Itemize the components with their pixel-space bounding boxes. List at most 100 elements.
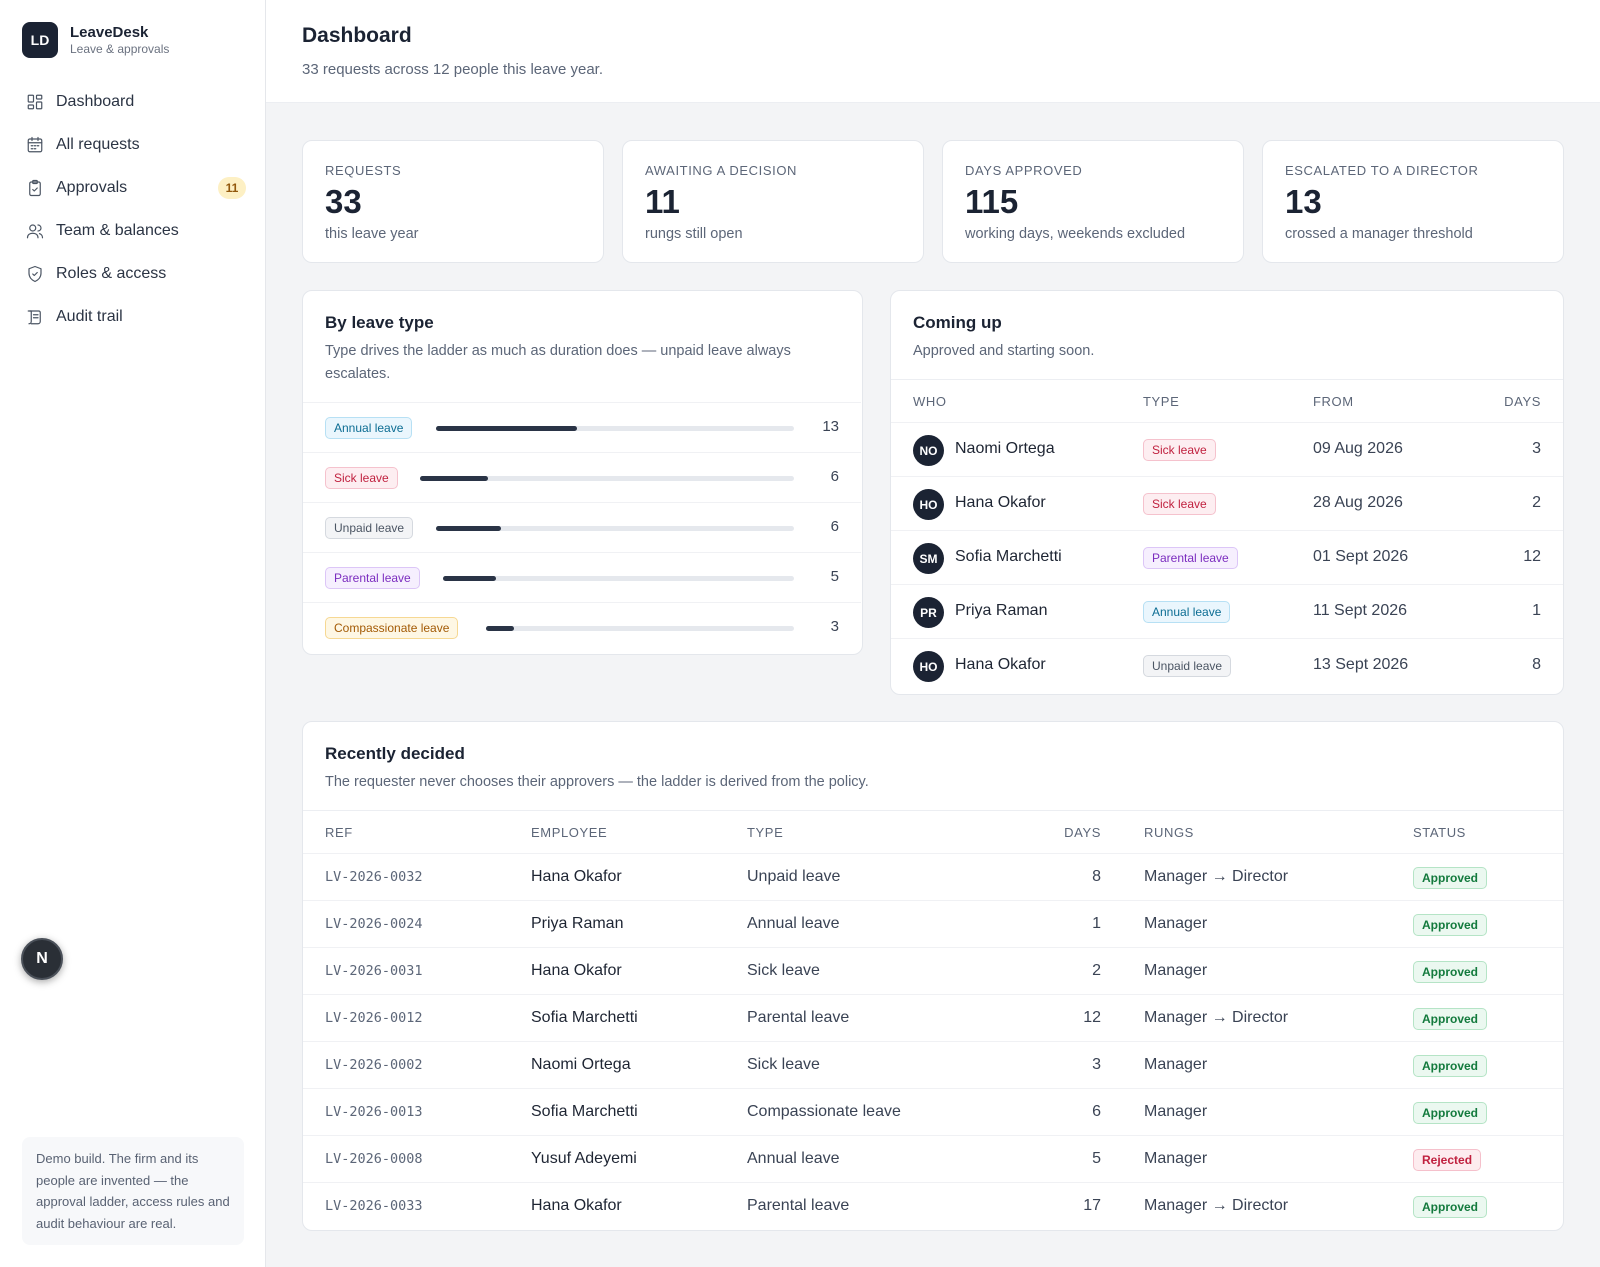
leave-type: Unpaid leave [747, 868, 841, 885]
sidebar-item-dashboard[interactable]: Dashboard [14, 80, 252, 123]
table-row[interactable]: LV-2026-0024 Priya Raman Annual leave 1 … [303, 900, 1563, 947]
stat-card-awaiting: Awaiting a decision 11 rungs still open [622, 140, 924, 263]
column-header-rungs[interactable]: Rungs [1144, 825, 1194, 840]
sidebar-item-label: All requests [56, 135, 140, 153]
card-title: Coming up [913, 313, 1002, 332]
approval-rungs: Manager [1144, 1103, 1208, 1120]
request-ref[interactable]: LV-2026-0013 [325, 1104, 423, 1120]
avatar: HO [913, 651, 944, 682]
table-row[interactable]: HO Hana Okafor Sick leave 28 Aug 2026 2 [891, 476, 1563, 530]
table-row[interactable]: LV-2026-0032 Hana Okafor Unpaid leave 8 … [303, 853, 1563, 900]
leave-type: Sick leave [747, 1056, 820, 1073]
column-header-type[interactable]: Type [1143, 394, 1180, 409]
leave-type-bar-track [443, 576, 794, 581]
request-ref[interactable]: LV-2026-0008 [325, 1151, 423, 1167]
calendar-icon [27, 136, 43, 152]
start-date: 28 Aug 2026 [1313, 494, 1403, 511]
employee-name: Yusuf Adeyemi [531, 1150, 637, 1167]
stat-caption: working days, weekends excluded [965, 226, 1186, 242]
avatar: PR [913, 597, 944, 628]
column-header-employee[interactable]: Employee [531, 825, 608, 840]
column-header-from[interactable]: From [1313, 394, 1354, 409]
floating-action-button[interactable]: N [21, 938, 63, 980]
stat-value: 115 [965, 183, 1019, 220]
brand-subtitle: Leave & approvals [70, 41, 170, 56]
page-subtitle: 33 requests across 12 people this leave … [302, 61, 604, 78]
day-count: 5 [1092, 1150, 1101, 1167]
table-row[interactable]: HO Hana Okafor Unpaid leave 13 Sept 2026… [891, 638, 1563, 692]
table-row[interactable]: SM Sofia Marchetti Parental leave 01 Sep… [891, 530, 1563, 584]
column-header-type[interactable]: Type [747, 825, 784, 840]
request-ref[interactable]: LV-2026-0033 [325, 1198, 423, 1214]
leave-type-bar-track [420, 476, 794, 481]
leave-type-bar-track [436, 426, 794, 431]
leave-type-count: 6 [830, 468, 839, 485]
coming-up-card: Coming up Approved and starting soon. Wh… [890, 290, 1564, 695]
approval-rungs: Manager [1144, 1056, 1208, 1073]
recently-decided-card: Recently decided The requester never cho… [302, 721, 1564, 1231]
stat-value: 11 [645, 183, 680, 220]
request-ref[interactable]: LV-2026-0012 [325, 1010, 423, 1026]
leave-type-row: Sick leave 6 [303, 452, 861, 502]
employee-name: Hana Okafor [531, 1197, 622, 1214]
day-count: 1 [1532, 602, 1541, 619]
table-row[interactable]: LV-2026-0033 Hana Okafor Parental leave … [303, 1182, 1563, 1229]
page-header: Dashboard 33 requests across 12 people t… [266, 0, 1600, 103]
column-header-days[interactable]: Days [1064, 825, 1101, 840]
column-header-who[interactable]: Who [913, 394, 947, 409]
status-badge: Rejected [1413, 1149, 1482, 1171]
day-count: 12 [1523, 548, 1541, 565]
table-row[interactable]: LV-2026-0012 Sofia Marchetti Parental le… [303, 994, 1563, 1041]
status-badge: Approved [1413, 914, 1488, 936]
table-row[interactable]: LV-2026-0002 Naomi Ortega Sick leave 3 M… [303, 1041, 1563, 1088]
employee-name: Hana Okafor [955, 656, 1046, 673]
request-ref[interactable]: LV-2026-0002 [325, 1057, 423, 1073]
sidebar-item-approvals[interactable]: Approvals 11 [14, 166, 252, 209]
avatar: NO [913, 435, 944, 466]
start-date: 11 Sept 2026 [1313, 602, 1408, 619]
leave-type-row: Parental leave 5 [303, 552, 861, 602]
status-badge: Approved [1413, 961, 1488, 983]
day-count: 1 [1092, 915, 1101, 932]
request-ref[interactable]: LV-2026-0032 [325, 869, 423, 885]
card-subtitle: Type drives the ladder as much as durati… [325, 343, 791, 382]
table-row[interactable]: LV-2026-0013 Sofia Marchetti Compassiona… [303, 1088, 1563, 1135]
users-icon [26, 223, 44, 238]
leave-type: Annual leave [747, 1150, 840, 1167]
leave-type-tag: Parental leave [325, 567, 420, 589]
table-row[interactable]: LV-2026-0031 Hana Okafor Sick leave 2 Ma… [303, 947, 1563, 994]
start-date: 13 Sept 2026 [1313, 656, 1409, 673]
avatar: SM [913, 543, 944, 574]
day-count: 3 [1092, 1056, 1101, 1073]
table-row[interactable]: NO Naomi Ortega Sick leave 09 Aug 2026 3 [891, 422, 1563, 476]
sidebar-item-team-balances[interactable]: Team & balances [14, 209, 252, 252]
sidebar-item-audit-trail[interactable]: Audit trail [14, 295, 252, 338]
leave-type-tag: Compassionate leave [325, 617, 459, 639]
request-ref[interactable]: LV-2026-0031 [325, 963, 423, 979]
leave-type-bar-track [486, 626, 794, 631]
column-header-status[interactable]: Status [1413, 825, 1466, 840]
sidebar-item-label: Roles & access [56, 264, 167, 282]
table-row[interactable]: LV-2026-0008 Yusuf Adeyemi Annual leave … [303, 1135, 1563, 1182]
leave-type-tag: Unpaid leave [1143, 655, 1232, 677]
request-ref[interactable]: LV-2026-0024 [325, 916, 423, 932]
scroll-icon [27, 309, 41, 324]
stat-caption: rungs still open [645, 226, 743, 242]
page-title: Dashboard [302, 24, 412, 47]
leave-type-tag: Unpaid leave [325, 517, 414, 539]
sidebar-item-label: Audit trail [56, 307, 123, 325]
column-header-days[interactable]: Days [1504, 394, 1541, 409]
sidebar-item-label: Approvals [56, 178, 128, 196]
leave-type-bar [486, 626, 514, 631]
stat-label: Requests [325, 163, 402, 178]
leave-type-count: 6 [830, 518, 839, 535]
column-header-ref[interactable]: Ref [325, 825, 353, 840]
table-row[interactable]: PR Priya Raman Annual leave 11 Sept 2026… [891, 584, 1563, 638]
sidebar-item-all-requests[interactable]: All requests [14, 123, 252, 166]
day-count: 8 [1532, 656, 1541, 673]
leave-type-count: 3 [830, 618, 839, 635]
approval-rungs: Manager → Director [1144, 868, 1289, 885]
brand[interactable]: LD LeaveDesk Leave & approvals [22, 22, 169, 58]
brand-name: LeaveDesk [70, 23, 149, 41]
sidebar-item-roles-access[interactable]: Roles & access [14, 252, 252, 295]
